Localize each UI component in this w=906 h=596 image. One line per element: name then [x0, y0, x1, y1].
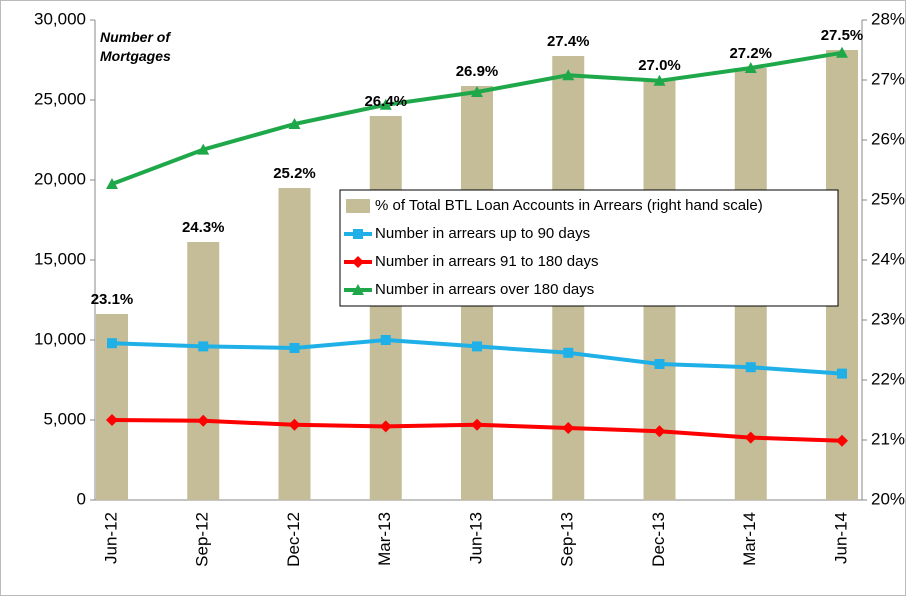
marker: [562, 422, 575, 434]
y-tick-label: 30,000: [34, 9, 86, 28]
value-label: 27.5%: [821, 27, 864, 44]
marker: [352, 256, 364, 268]
legend-box: [339, 189, 839, 307]
marker: [353, 229, 363, 239]
value-label: 27.4%: [547, 33, 590, 50]
marker: [198, 341, 209, 352]
marker: [289, 343, 300, 353]
marker: [106, 414, 118, 426]
y-tick-label: 25,000: [34, 89, 86, 108]
marker: [745, 362, 756, 373]
marker: [563, 347, 574, 358]
marker: [197, 414, 210, 427]
marker: [379, 420, 392, 433]
annotation: Number of Mortgages: [100, 29, 171, 64]
x-tick-label: Sep-13: [558, 512, 577, 567]
value-label: 23.1%: [91, 291, 134, 308]
y2-tick-label: 27%: [871, 69, 905, 88]
x-tick-label: Sep-12: [193, 512, 212, 567]
y-tick-label: 5,000: [43, 409, 86, 428]
value-label: 25.2%: [273, 165, 316, 182]
y2-tick-label: 23%: [871, 309, 905, 328]
marker: [107, 338, 117, 349]
legend: % of Total BTL Loan Accounts in Arrears …: [339, 189, 839, 307]
value-label: 27.0%: [638, 57, 681, 74]
marker: [836, 46, 848, 58]
value-label: 27.2%: [729, 45, 772, 62]
bar: [369, 116, 402, 500]
x-tick-label: Dec-13: [649, 512, 668, 567]
marker: [288, 118, 301, 129]
legend-label: Number in arrears 91 to 180 days: [375, 253, 598, 270]
marker: [744, 431, 757, 444]
marker: [472, 341, 482, 352]
value-label: 24.3%: [182, 219, 225, 236]
x-tick-label: Jun-13: [466, 512, 485, 564]
marker: [653, 425, 666, 438]
marker: [471, 86, 483, 97]
x-tick-label: Jun-14: [831, 512, 850, 564]
y-tick-label: 10,000: [34, 329, 86, 348]
legend-label: % of Total BTL Loan Accounts in Arrears …: [375, 197, 763, 214]
marker: [837, 368, 847, 379]
y2-tick-label: 25%: [871, 189, 905, 208]
legend-swatch: [346, 199, 370, 213]
y2-tick-label: 21%: [871, 429, 905, 448]
y-tick-label: 20,000: [34, 169, 86, 188]
y2-tick-label: 22%: [871, 369, 905, 388]
marker: [106, 178, 118, 189]
marker: [288, 418, 301, 431]
y2-tick-label: 28%: [871, 9, 905, 28]
marker: [471, 418, 483, 431]
value-label: 26.9%: [456, 63, 499, 80]
x-tick-label: Dec-12: [284, 512, 303, 567]
y-tick-label: 0: [77, 489, 86, 508]
legend-label: Number in arrears up to 90 days: [375, 225, 590, 242]
y-tick-label: 15,000: [34, 249, 86, 268]
x-tick-label: Mar-14: [740, 512, 759, 566]
marker: [562, 69, 575, 81]
y2-tick-label: 20%: [871, 489, 905, 508]
marker: [379, 98, 392, 110]
value-label: 26.4%: [364, 93, 407, 110]
y2-tick-label: 24%: [871, 249, 905, 268]
marker: [653, 74, 666, 86]
x-tick-label: Mar-13: [375, 512, 394, 566]
marker: [654, 359, 665, 369]
marker: [836, 434, 848, 447]
marker: [744, 62, 757, 73]
y2-tick-label: 26%: [871, 129, 905, 148]
x-tick-label: Jun-12: [101, 512, 120, 564]
marker: [380, 335, 391, 345]
marker: [197, 143, 210, 155]
marker: [352, 284, 364, 295]
legend-label: Number in arrears over 180 days: [375, 281, 594, 298]
bar: [187, 242, 220, 500]
